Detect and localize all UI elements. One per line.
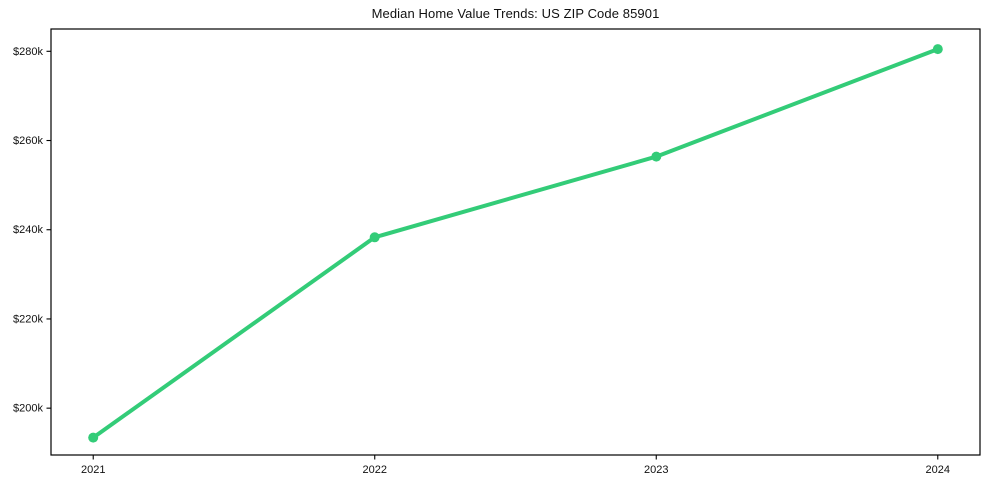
- y-tick-label: $220k: [13, 313, 43, 325]
- line-series: [91, 47, 940, 440]
- x-tick-label: 2024: [926, 464, 950, 476]
- data-point-marker: [932, 44, 943, 55]
- data-point-marker: [369, 232, 380, 243]
- y-tick-label: $200k: [13, 403, 43, 415]
- x-tick-label: 2022: [363, 464, 387, 476]
- data-point-marker: [651, 151, 662, 162]
- x-tick-label: 2023: [644, 464, 668, 476]
- y-tick-label: $240k: [13, 224, 43, 236]
- chart-title: Median Home Value Trends: US ZIP Code 85…: [371, 6, 660, 21]
- plot-border: [50, 28, 981, 456]
- y-tick-label: $280k: [13, 46, 43, 58]
- data-point-marker: [88, 432, 99, 443]
- y-tick-label: $260k: [13, 135, 43, 147]
- x-tick-label: 2021: [81, 464, 105, 476]
